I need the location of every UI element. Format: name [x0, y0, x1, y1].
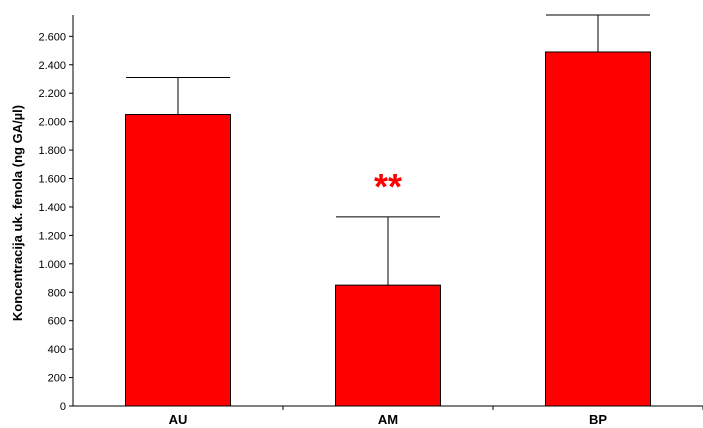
- y-tick-label: 800: [48, 287, 66, 299]
- x-tick-label-au: AU: [169, 412, 188, 427]
- bar-am: [335, 284, 441, 407]
- x-tick-label-bp: BP: [589, 412, 607, 427]
- y-tick-label: 2.600: [38, 31, 66, 43]
- y-tick-label: 0: [60, 401, 66, 413]
- y-tick-label: 1.800: [38, 145, 66, 157]
- y-tick-label: 400: [48, 344, 66, 356]
- y-tick-label: 1.200: [38, 230, 66, 242]
- y-axis-label: Koncentracija uk. fenola (ng GA/µl): [10, 105, 25, 321]
- y-tick-label: 2.000: [38, 117, 66, 129]
- error-bars: [126, 14, 650, 286]
- bar-bp: [545, 51, 651, 407]
- significance-annotation: **: [374, 166, 402, 207]
- y-tick-label: 1.600: [38, 174, 66, 186]
- y-tick-label: 2.400: [38, 60, 66, 72]
- y-ticks: 0 200 400 600 800 1.000 1.200 1.400 1.600 1.800 2.…: [38, 31, 73, 413]
- y-tick-label: 200: [48, 373, 66, 385]
- x-ticks: AU AM BP: [169, 406, 703, 427]
- bar-au: [125, 114, 231, 407]
- y-tick-label: 2.200: [38, 88, 66, 100]
- bars: [125, 51, 651, 407]
- y-tick-label: 600: [48, 316, 66, 328]
- y-tick-label: 1.400: [38, 202, 66, 214]
- y-tick-label: 1.000: [38, 259, 66, 271]
- x-tick-label-am: AM: [378, 412, 398, 427]
